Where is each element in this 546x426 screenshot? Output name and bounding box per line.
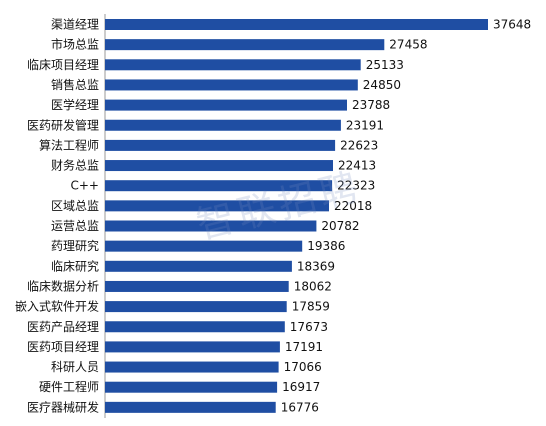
value-label: 22413: [338, 159, 376, 173]
value-labels: 37648 27458 25133 24850 23788 23191 22623 22413…: [281, 18, 531, 415]
category-label: 渠道经理: [51, 18, 99, 32]
category-label: 区域总监: [51, 199, 99, 213]
category-label: C++: [71, 179, 100, 193]
category-label: 算法工程师: [39, 137, 99, 152]
category-label: 医疗器械研发: [27, 399, 99, 414]
value-label: 16776: [281, 400, 319, 414]
bars: [105, 19, 488, 413]
bar: [105, 160, 333, 172]
value-label: 24850: [363, 78, 401, 92]
category-label: 医学经理: [51, 97, 99, 112]
value-label: 18369: [297, 259, 335, 273]
value-label: 23788: [352, 98, 390, 112]
value-label: 16917: [282, 380, 320, 394]
category-label: 硬件工程师: [39, 379, 99, 394]
bar: [105, 321, 285, 333]
bar: [105, 220, 317, 232]
bar: [105, 301, 287, 313]
value-label: 17066: [284, 360, 322, 374]
value-label: 22323: [337, 179, 375, 193]
bar: [105, 99, 347, 111]
bar: [105, 19, 488, 30]
category-label: 市场总监: [51, 37, 99, 52]
value-label: 18062: [294, 279, 332, 293]
bar: [105, 240, 303, 252]
value-label: 22623: [340, 138, 378, 152]
category-label: 医药研发管理: [27, 117, 99, 132]
value-label: 25133: [366, 58, 404, 72]
category-label: 嵌入式软件开发: [15, 299, 99, 314]
category-label: 销售总监: [51, 77, 99, 92]
category-label: 临床项目经理: [27, 58, 99, 72]
category-label: 财务总监: [51, 158, 99, 173]
bar: [105, 401, 276, 413]
bar: [105, 59, 361, 71]
value-label: 27458: [389, 38, 427, 52]
value-label: 17859: [292, 300, 330, 314]
value-label: 19386: [307, 239, 345, 253]
bar: [105, 381, 278, 393]
bar: [105, 180, 333, 192]
category-label: 医药产品经理: [27, 320, 99, 334]
bar: [105, 280, 289, 292]
value-label: 22018: [334, 199, 372, 213]
value-label: 17191: [285, 340, 323, 354]
value-label: 37648: [493, 18, 531, 32]
bar: [105, 79, 358, 91]
value-label: 23191: [346, 118, 384, 132]
bar: [105, 341, 280, 353]
bar: [105, 119, 341, 131]
category-label: 运营总监: [51, 219, 99, 233]
bar: [105, 139, 336, 151]
bar: [105, 260, 292, 272]
bar: [105, 361, 279, 373]
category-label: 药理研究: [51, 238, 99, 253]
category-label: 医药项目经理: [27, 340, 99, 354]
value-label: 20782: [321, 219, 359, 233]
category-label: 科研人员: [51, 360, 99, 374]
category-label: 临床研究: [51, 258, 99, 273]
value-label: 17673: [290, 320, 328, 334]
bar: [105, 39, 385, 51]
category-label: 临床数据分析: [27, 278, 99, 293]
bar: [105, 200, 329, 212]
